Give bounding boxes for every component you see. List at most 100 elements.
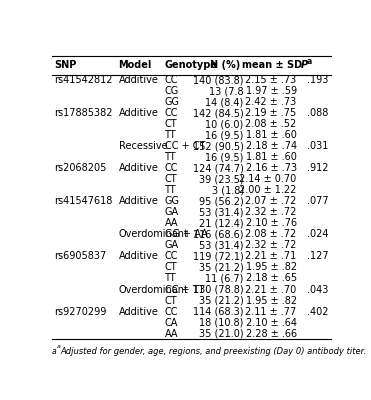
Text: .402: .402	[307, 306, 329, 316]
Text: rs6905837: rs6905837	[55, 252, 106, 262]
Text: .193: .193	[308, 75, 329, 85]
Text: GG: GG	[164, 97, 180, 107]
Text: Model: Model	[118, 60, 152, 70]
Text: Recessive: Recessive	[118, 141, 167, 151]
Text: 2.14 ± 0.70: 2.14 ± 0.70	[239, 174, 297, 184]
Text: 152 (90.5): 152 (90.5)	[193, 141, 244, 151]
Text: 2.32 ± .72: 2.32 ± .72	[245, 208, 297, 218]
Text: 1.81 ± .60: 1.81 ± .60	[246, 152, 297, 162]
Text: 3 (1.8): 3 (1.8)	[211, 186, 244, 196]
Text: Additive: Additive	[118, 75, 158, 85]
Text: 1.95 ± .82: 1.95 ± .82	[246, 296, 297, 306]
Text: Additive: Additive	[118, 252, 158, 262]
Text: GG: GG	[164, 196, 180, 206]
Text: 53 (31.4): 53 (31.4)	[199, 240, 244, 250]
Text: CT: CT	[164, 119, 177, 129]
Text: .912: .912	[307, 163, 329, 173]
Text: 14 (8.4): 14 (8.4)	[206, 97, 244, 107]
Text: CT: CT	[164, 174, 177, 184]
Text: rs2068205: rs2068205	[55, 163, 107, 173]
Text: CC: CC	[164, 108, 178, 118]
Text: CC + TT: CC + TT	[164, 284, 204, 294]
Text: 53 (31.4): 53 (31.4)	[199, 208, 244, 218]
Text: GA: GA	[164, 240, 179, 250]
Text: .043: .043	[308, 284, 329, 294]
Text: 2.15 ± .73: 2.15 ± .73	[246, 75, 297, 85]
Text: 16 (9.5): 16 (9.5)	[206, 130, 244, 140]
Text: TT: TT	[164, 186, 176, 196]
Text: .031: .031	[308, 141, 329, 151]
Text: rs9270299: rs9270299	[55, 306, 107, 316]
Text: 2.32 ± .72: 2.32 ± .72	[245, 240, 297, 250]
Text: CC: CC	[164, 306, 178, 316]
Text: 114 (68.3): 114 (68.3)	[193, 306, 244, 316]
Text: 2.00 ± 1.22: 2.00 ± 1.22	[239, 186, 297, 196]
Text: 35 (21.2): 35 (21.2)	[199, 262, 244, 272]
Text: Additive: Additive	[118, 163, 158, 173]
Text: 2.42 ± .73: 2.42 ± .73	[246, 97, 297, 107]
Text: 2.28 ± .66: 2.28 ± .66	[246, 328, 297, 338]
Text: Overdominant: Overdominant	[118, 284, 188, 294]
Text: Genotype: Genotype	[164, 60, 217, 70]
Text: GG + AA: GG + AA	[164, 230, 207, 240]
Text: AA: AA	[164, 218, 178, 228]
Text: CA: CA	[164, 318, 178, 328]
Text: 2.21 ± .71: 2.21 ± .71	[246, 252, 297, 262]
Text: SNP: SNP	[55, 60, 77, 70]
Text: Additive: Additive	[118, 196, 158, 206]
Text: 1.95 ± .82: 1.95 ± .82	[246, 262, 297, 272]
Text: 2.10 ± .76: 2.10 ± .76	[246, 218, 297, 228]
Text: 2.18 ± .65: 2.18 ± .65	[246, 274, 297, 284]
Text: 2.16 ± .73: 2.16 ± .73	[246, 163, 297, 173]
Text: 119 (72.1): 119 (72.1)	[193, 252, 244, 262]
Text: rs41542812: rs41542812	[55, 75, 113, 85]
Text: 130 (78.8): 130 (78.8)	[193, 284, 244, 294]
Text: CT: CT	[164, 296, 177, 306]
Text: CC: CC	[164, 252, 178, 262]
Text: 2.08 ± .52: 2.08 ± .52	[246, 119, 297, 129]
Text: Additive: Additive	[118, 108, 158, 118]
Text: 13 (7.8: 13 (7.8	[209, 86, 244, 96]
Text: 21 (12.4): 21 (12.4)	[199, 218, 244, 228]
Text: 11 (6.7): 11 (6.7)	[206, 274, 244, 284]
Text: TT: TT	[164, 152, 176, 162]
Text: .024: .024	[307, 230, 329, 240]
Text: 2.08 ± .72: 2.08 ± .72	[246, 230, 297, 240]
Text: Adjusted for gender, age, regions, and preexisting (Day 0) antibody titer.: Adjusted for gender, age, regions, and p…	[60, 347, 367, 356]
Text: CC: CC	[164, 75, 178, 85]
Text: 1.97 ± .59: 1.97 ± .59	[246, 86, 297, 96]
Text: N (%): N (%)	[210, 60, 240, 70]
Text: 35 (21.2): 35 (21.2)	[199, 296, 244, 306]
Text: 2.11 ± .77: 2.11 ± .77	[246, 306, 297, 316]
Text: 2.19 ± .75: 2.19 ± .75	[246, 108, 297, 118]
Text: 116 (68.6): 116 (68.6)	[193, 230, 244, 240]
Text: rs41547618: rs41547618	[55, 196, 113, 206]
Text: CC: CC	[164, 163, 178, 173]
Text: rs17885382: rs17885382	[55, 108, 113, 118]
Text: 16 (9.5): 16 (9.5)	[206, 152, 244, 162]
Text: 2.10 ± .64: 2.10 ± .64	[246, 318, 297, 328]
Text: TT: TT	[164, 130, 176, 140]
Text: Additive: Additive	[118, 306, 158, 316]
Text: TT: TT	[164, 274, 176, 284]
Text: a: a	[57, 344, 61, 349]
Text: mean ± SD: mean ± SD	[242, 60, 302, 70]
Text: 95 (56.2): 95 (56.2)	[199, 196, 244, 206]
Text: Overdominant: Overdominant	[118, 230, 188, 240]
Text: 2.21 ± .70: 2.21 ± .70	[246, 284, 297, 294]
Text: 2.07 ± .72: 2.07 ± .72	[245, 196, 297, 206]
Text: 140 (83.8): 140 (83.8)	[193, 75, 244, 85]
Text: 39 (23.5): 39 (23.5)	[199, 174, 244, 184]
Text: 18 (10.8): 18 (10.8)	[199, 318, 244, 328]
Text: .088: .088	[308, 108, 329, 118]
Text: GA: GA	[164, 208, 179, 218]
Text: a: a	[306, 57, 311, 66]
Text: 10 (6.0): 10 (6.0)	[206, 119, 244, 129]
Text: 124 (74.7): 124 (74.7)	[193, 163, 244, 173]
Text: CG: CG	[164, 86, 179, 96]
Text: 2.18 ± .74: 2.18 ± .74	[246, 141, 297, 151]
Text: .127: .127	[307, 252, 329, 262]
Text: 142 (84.5): 142 (84.5)	[193, 108, 244, 118]
Text: a: a	[52, 347, 57, 356]
Text: AA: AA	[164, 328, 178, 338]
